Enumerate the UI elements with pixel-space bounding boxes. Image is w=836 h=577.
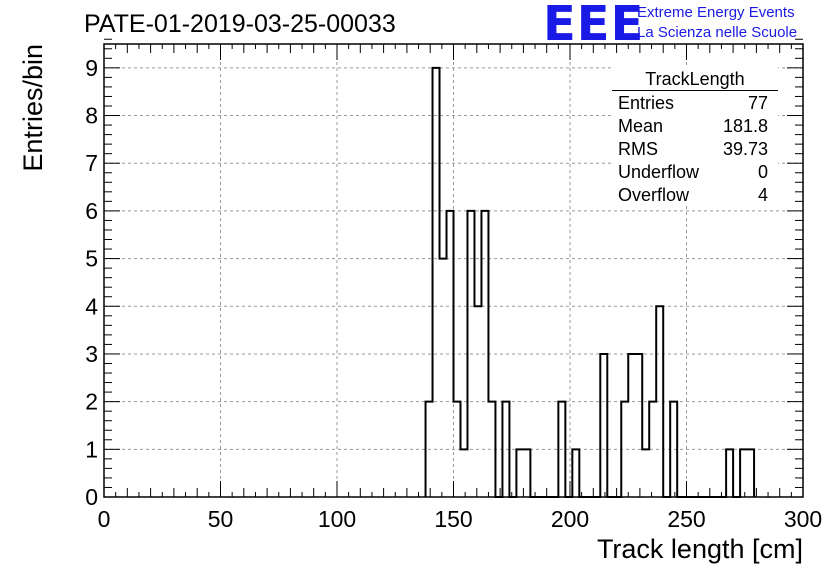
stats-row-mean: Mean 181.8: [612, 114, 778, 137]
logo-caption: Extreme Energy Events La Scienza nelle S…: [637, 3, 797, 43]
y-tick-label: 2: [85, 389, 98, 415]
stats-value: 0: [757, 162, 768, 182]
logo-line-2: La Scienza nelle Scuole: [637, 24, 798, 41]
histogram-bin: [523, 449, 530, 497]
stats-label: Underflow: [618, 162, 700, 182]
histogram-bin: [572, 449, 579, 497]
stats-label: Mean: [618, 116, 664, 136]
stats-value: 77: [747, 93, 768, 113]
stats-label: Entries: [618, 93, 675, 113]
histogram-bin: [558, 402, 565, 497]
histogram-bin: [426, 402, 433, 497]
histogram-bin: [516, 449, 523, 497]
histogram-bin: [656, 306, 663, 497]
stats-row-rms: RMS 39.73: [612, 137, 778, 160]
y-tick-label: 1: [85, 436, 98, 462]
x-tick-label: 100: [318, 506, 356, 532]
histogram-bin: [740, 449, 747, 497]
stats-label: RMS: [618, 139, 658, 159]
y-tick-label: 8: [85, 103, 98, 129]
histogram-bin: [467, 211, 474, 497]
x-tick-label: 250: [667, 506, 705, 532]
histogram-bin: [649, 402, 656, 497]
x-tick-label: 200: [551, 506, 589, 532]
histogram-bin: [747, 449, 754, 497]
stats-row-underflow: Underflow 0: [612, 160, 778, 183]
histogram-bin: [460, 449, 467, 497]
y-tick-label: 3: [85, 341, 98, 367]
stats-value: 181.8: [722, 116, 768, 136]
y-tick-label: 9: [85, 55, 98, 81]
y-tick-label: 7: [85, 150, 98, 176]
histogram-bin: [502, 402, 509, 497]
histogram-bin: [440, 259, 447, 497]
x-tick-label: 0: [98, 506, 111, 532]
y-tick-label: 4: [85, 293, 98, 319]
run-title: PATE-01-2019-03-25-00033: [84, 10, 396, 38]
histogram-bin: [726, 449, 733, 497]
y-tick-label: 0: [85, 484, 98, 510]
stats-box: TrackLength Entries 77 Mean 181.8 RMS 39…: [612, 66, 778, 206]
x-tick-label: 300: [784, 506, 822, 532]
y-tick-label: 5: [85, 246, 98, 272]
x-tick-label: 50: [208, 506, 234, 532]
stats-value: 4: [757, 185, 768, 205]
histogram-bin: [600, 354, 607, 497]
x-tick-label: 150: [434, 506, 472, 532]
histogram-bin: [628, 354, 635, 497]
stats-row-entries: Entries 77: [612, 91, 778, 114]
histogram-bin: [488, 402, 495, 497]
logo-line-1: Extreme Energy Events: [637, 4, 795, 21]
eee-logo: EEE: [543, 0, 645, 52]
histogram-bin: [454, 402, 461, 497]
stats-title: TrackLength: [612, 66, 778, 91]
stats-row-overflow: Overflow 4: [612, 183, 778, 206]
histogram-bin: [474, 306, 481, 497]
x-axis-title: Track length [cm]: [597, 534, 803, 564]
histogram-bin: [670, 402, 677, 497]
histogram-bin: [621, 402, 628, 497]
histogram-bin: [447, 211, 454, 497]
histogram-bin: [642, 449, 649, 497]
y-tick-label: 6: [85, 198, 98, 224]
stats-value: 39.73: [722, 139, 768, 159]
histogram-bin: [635, 354, 642, 497]
histogram-bin: [481, 211, 488, 497]
histogram-bin: [433, 68, 440, 497]
stats-label: Overflow: [618, 185, 690, 205]
y-axis-title: Entries/bin: [18, 44, 48, 172]
